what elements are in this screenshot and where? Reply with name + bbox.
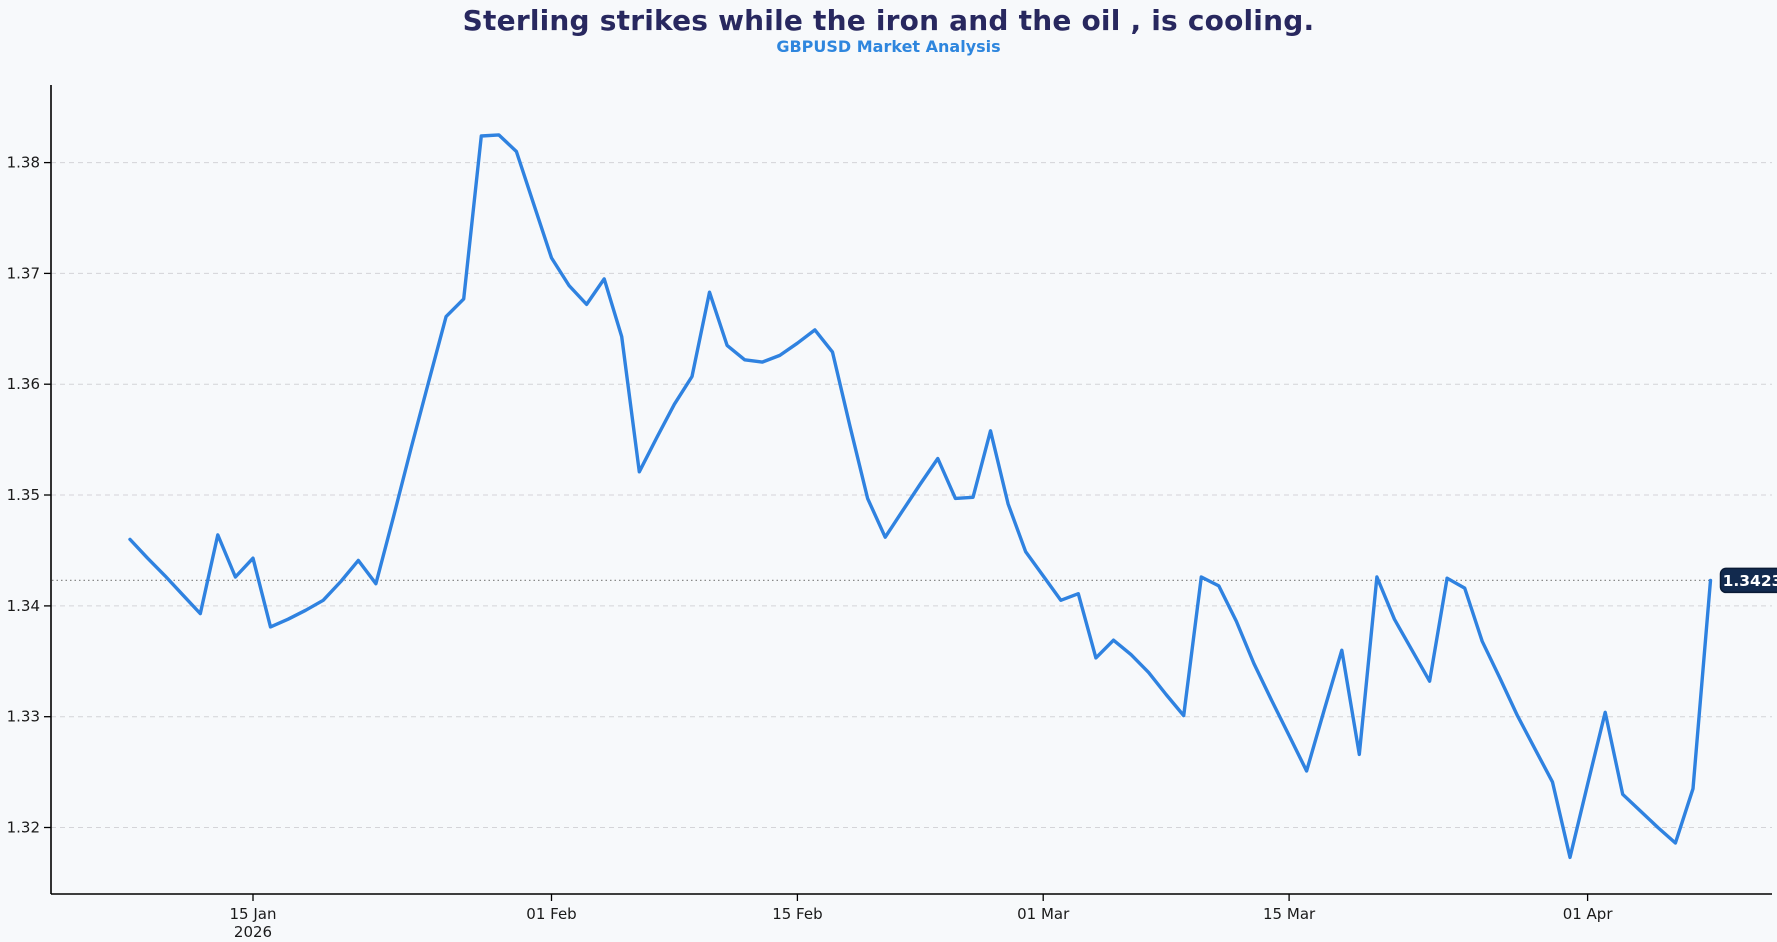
current-price-label: 1.3423 — [1719, 567, 1777, 594]
y-tick-label: 1.35 — [7, 486, 40, 504]
x-tick-label: 15 Feb — [772, 905, 822, 923]
y-tick-label: 1.34 — [7, 597, 40, 615]
y-tick-label: 1.37 — [7, 264, 40, 282]
y-tick-label: 1.38 — [7, 154, 40, 172]
current-price-label-box — [1719, 567, 1777, 594]
current-price-label-text: 1.3423 — [1723, 572, 1777, 590]
chart-subtitle: GBPUSD Market Analysis — [776, 37, 1001, 56]
y-grid-and-ticks: 1.32 1.33 1.34 1.35 1.36 1.37 1.38 — [7, 154, 1772, 837]
x-tick-label: 15 Jan — [230, 905, 277, 923]
x-tick-label: 01 Apr — [1563, 905, 1614, 923]
y-tick-label: 1.36 — [7, 375, 40, 393]
x-tick-label: 01 Mar — [1017, 905, 1070, 923]
chart-title: Sterling strikes while the iron and the … — [462, 4, 1315, 37]
y-tick-label: 1.32 — [7, 819, 40, 837]
price-series-line — [128, 133, 1713, 860]
y-tick-label: 1.33 — [7, 708, 40, 726]
x-tick-label: 15 Mar — [1263, 905, 1316, 923]
x-tick-label: 01 Feb — [526, 905, 576, 923]
x-tick-sublabel: 2026 — [234, 923, 272, 941]
